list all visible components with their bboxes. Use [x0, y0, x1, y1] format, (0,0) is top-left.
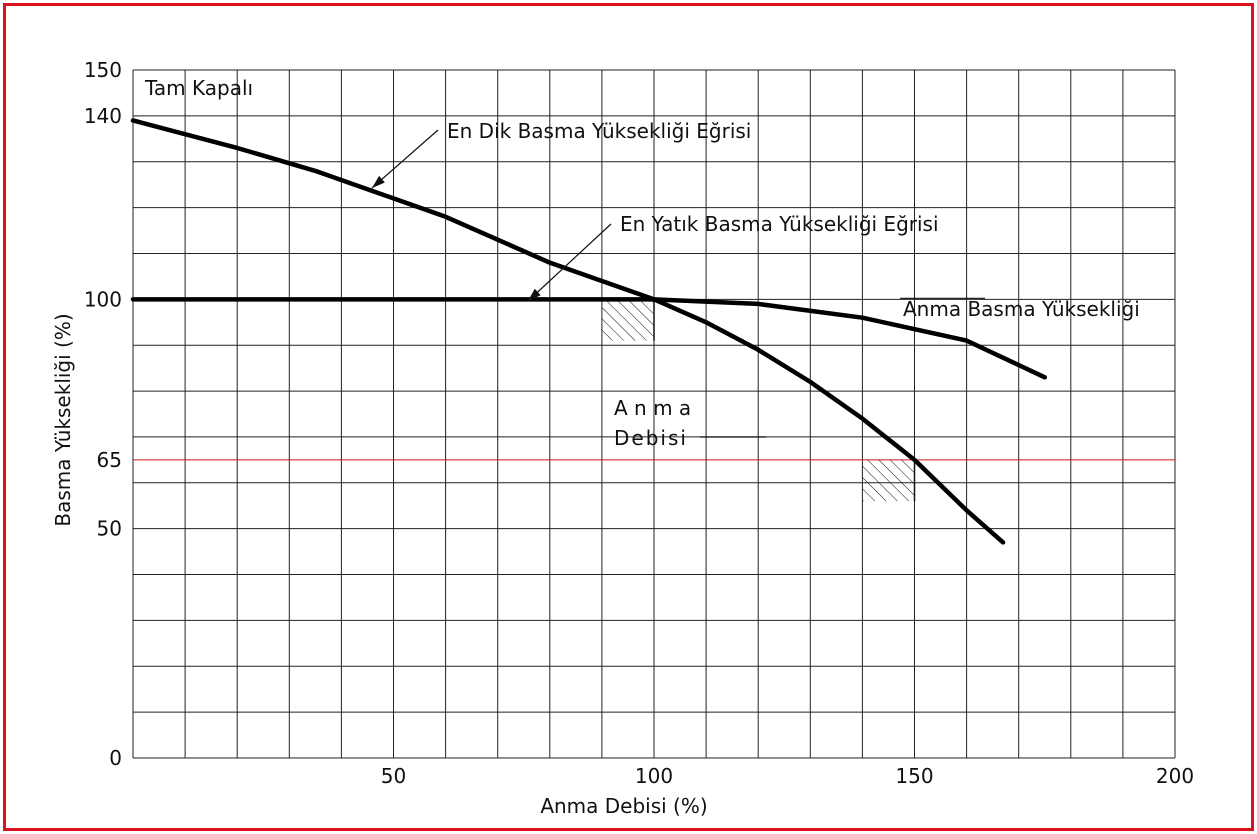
leader-flat-curve-arrow — [528, 288, 541, 301]
y-tick-label: 50 — [97, 517, 122, 541]
annotation-tam-kapali: Tam Kapalı — [144, 76, 253, 100]
x-tick-label: 50 — [381, 764, 406, 788]
y-tick-label: 150 — [84, 58, 122, 82]
leader-steep-curve-arrow — [372, 175, 385, 188]
leader-steep-curve — [371, 129, 439, 189]
leader-flat-curve — [527, 223, 612, 302]
annotation-layer: Tam Kapalı En Dik Basma Yüksekliği Eğrisi… — [144, 76, 1140, 450]
series-line-flat — [130, 297, 1047, 380]
y-tick-label: 65 — [97, 448, 122, 472]
y-tick-label: 100 — [84, 287, 122, 311]
x-tick-label: 200 — [1156, 764, 1194, 788]
series-line-steep — [130, 118, 1006, 545]
annotation-rated-flow-line2: Debisi — [614, 426, 688, 450]
hatched-region — [862, 459, 915, 502]
series-layer — [130, 118, 1047, 545]
hatched-region — [601, 299, 654, 341]
x-axis-label: Anma Debisi (%) — [540, 794, 707, 818]
grid — [132, 69, 1176, 759]
x-tick-label: 150 — [895, 764, 933, 788]
annotation-rated-head: Anma Basma Yüksekliği — [903, 297, 1140, 321]
annotation-steep-curve: En Dik Basma Yüksekliği Eğrisi — [447, 119, 751, 143]
annotation-rated-flow-line1: A n m a — [614, 396, 691, 420]
annotation-flat-curve: En Yatık Basma Yüksekliği Eğrisi — [620, 212, 939, 236]
tick-labels: 50 100 150 200 0 50 65 100 140 150 — [84, 58, 1194, 788]
y-tick-label: 0 — [109, 746, 122, 770]
y-tick-label: 140 — [84, 104, 122, 128]
hatched-regions — [601, 299, 916, 502]
y-axis-label: Basma Yüksekliği (%) — [51, 313, 75, 526]
x-tick-label: 100 — [635, 764, 673, 788]
